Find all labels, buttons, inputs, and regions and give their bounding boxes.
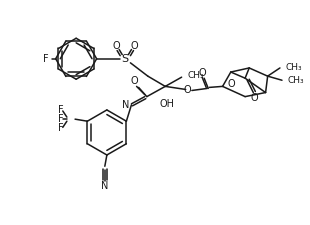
Text: CH₃: CH₃: [188, 71, 204, 80]
Text: S: S: [122, 54, 129, 64]
Text: F: F: [58, 114, 64, 124]
Text: CH₃: CH₃: [287, 76, 304, 85]
Text: O: O: [228, 79, 236, 89]
Text: O: O: [250, 93, 258, 103]
Text: O: O: [184, 86, 192, 95]
Text: O: O: [131, 76, 138, 86]
Text: O: O: [198, 68, 206, 78]
Text: N: N: [101, 181, 108, 191]
Text: CH₃: CH₃: [285, 63, 302, 72]
Text: OH: OH: [160, 99, 175, 109]
Text: O: O: [112, 41, 120, 52]
Text: F: F: [43, 54, 48, 64]
Text: O: O: [131, 41, 138, 52]
Text: F: F: [58, 105, 64, 115]
Text: N: N: [122, 100, 129, 110]
Text: F: F: [58, 123, 64, 133]
